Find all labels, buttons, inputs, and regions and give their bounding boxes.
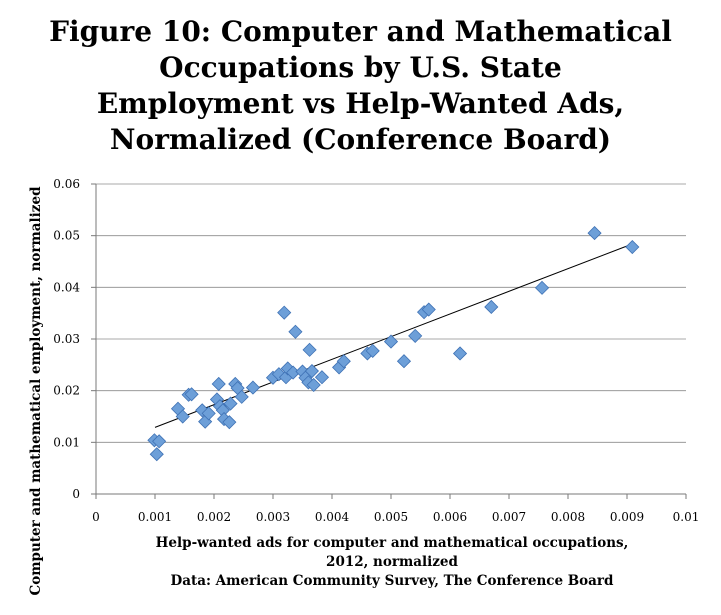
data-point: [277, 305, 292, 320]
data-point: [421, 302, 436, 317]
x-tick-label: 0.002: [197, 510, 231, 524]
chart-title-line: Figure 10: Computer and Mathematical: [49, 15, 672, 48]
data-point: [152, 434, 167, 449]
data-point: [484, 299, 499, 315]
data-point: [149, 447, 164, 462]
data-point: [245, 380, 261, 395]
x-tick-labels: 0 0.001 0.002 0.003 0.004 0.005 0.006 0.007 0.00…: [92, 510, 699, 524]
y-tick-label: 0: [72, 487, 80, 501]
x-tick-label: 0.005: [374, 510, 408, 524]
data-point: [175, 409, 190, 424]
gridlines: [96, 183, 686, 443]
x-tick-label: 0.008: [551, 510, 585, 524]
x-tick-label: 0.009: [610, 510, 644, 524]
x-tick-label: 0.01: [673, 510, 700, 524]
data-point: [534, 280, 550, 295]
y-axis-title: Computer and mathematical employment, no…: [28, 186, 44, 596]
chart-title-line: Normalized (Conference Board): [109, 123, 612, 156]
data-point: [211, 376, 226, 392]
data-points: [147, 226, 640, 462]
data-point: [222, 415, 237, 430]
chart-title-line: Occupations by U.S. State: [159, 51, 562, 84]
x-axis-title-line: Help-wanted ads for computer and mathema…: [156, 535, 629, 551]
data-point: [587, 226, 602, 241]
chart-title-line: Employment vs Help-Wanted Ads,: [96, 87, 625, 120]
y-tick-label: 0.06: [53, 177, 80, 191]
data-point: [625, 239, 640, 255]
data-point: [201, 406, 216, 421]
y-tick-labels: 0 0.01 0.02 0.03 0.04 0.05 0.06: [53, 177, 80, 501]
data-point: [306, 377, 321, 393]
data-point: [452, 346, 468, 361]
data-point: [223, 396, 238, 411]
y-tick-label: 0.05: [53, 229, 80, 243]
data-point: [396, 354, 412, 369]
x-tick-label: 0.006: [433, 510, 467, 524]
data-point: [336, 354, 351, 369]
data-point: [304, 363, 320, 379]
data-point: [184, 387, 199, 402]
y-tick-label: 0.03: [53, 332, 80, 346]
data-source-caption: Data: American Community Survey, The Con…: [171, 573, 615, 589]
x-tick-label: 0: [92, 510, 100, 524]
y-tick-label: 0.01: [53, 435, 80, 449]
data-point: [302, 342, 317, 357]
axes: [91, 183, 687, 499]
chart-title: Figure 10: Computer and Mathematical Occ…: [0, 14, 721, 158]
y-tick-label: 0.04: [53, 280, 80, 294]
data-point: [408, 328, 423, 343]
x-axis-title-line: 2012, normalized: [326, 554, 458, 570]
data-point: [383, 334, 399, 349]
x-tick-label: 0.003: [256, 510, 290, 524]
data-point: [314, 370, 330, 385]
y-tick-label: 0.02: [53, 384, 80, 398]
data-point: [365, 343, 380, 358]
x-tick-label: 0.001: [138, 510, 172, 524]
data-point: [234, 389, 249, 404]
x-tick-label: 0.007: [492, 510, 526, 524]
data-point: [288, 324, 303, 339]
x-tick-label: 0.004: [315, 510, 350, 524]
